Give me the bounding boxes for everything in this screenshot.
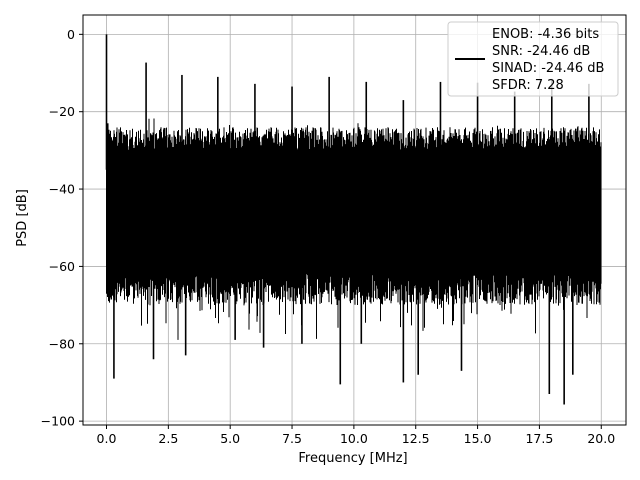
x-tick-label: 2.5 xyxy=(158,431,178,446)
y-axis-label: PSD [dB] xyxy=(15,189,30,247)
x-tick-label: 15.0 xyxy=(464,431,492,446)
x-tick-label: 5.0 xyxy=(220,431,240,446)
x-tick-label: 17.5 xyxy=(525,431,553,446)
y-tick-label: −100 xyxy=(41,414,75,429)
x-axis-label: Frequency [MHz] xyxy=(298,451,407,466)
axes-frame xyxy=(82,14,627,426)
psd-noise-trace xyxy=(106,118,602,340)
y-tick-label: −20 xyxy=(49,104,75,119)
legend-box xyxy=(447,21,619,97)
x-tick-label: 12.5 xyxy=(402,431,430,446)
x-tick-label: 7.5 xyxy=(282,431,302,446)
legend-sfdr: SFDR: 7.28 xyxy=(492,78,564,93)
y-tick-label: 0 xyxy=(67,27,75,42)
legend-enob: ENOB: -4.36 bits xyxy=(492,27,599,42)
legend-sinad: SINAD: -24.46 dB xyxy=(492,61,604,76)
y-tick-label: −80 xyxy=(49,336,75,351)
x-tick-label: 10.0 xyxy=(340,431,368,446)
y-tick-label: −40 xyxy=(49,182,75,197)
legend-snr: SNR: -24.46 dB xyxy=(492,44,590,59)
x-tick-label: 20.0 xyxy=(587,431,615,446)
x-axis-ticks: 0.0 2.5 5.0 7.5 10.0 12.5 15.0 17.5 20.0 xyxy=(97,425,615,446)
legend: ENOB: -4.36 bits SNR: -24.46 dB SINAD: -… xyxy=(447,21,619,97)
y-axis-ticks: 0 −20 −40 −60 −80 −100 xyxy=(41,27,83,429)
plot-area xyxy=(105,34,602,405)
y-tick-label: −60 xyxy=(49,259,75,274)
x-tick-label: 0.0 xyxy=(97,431,117,446)
